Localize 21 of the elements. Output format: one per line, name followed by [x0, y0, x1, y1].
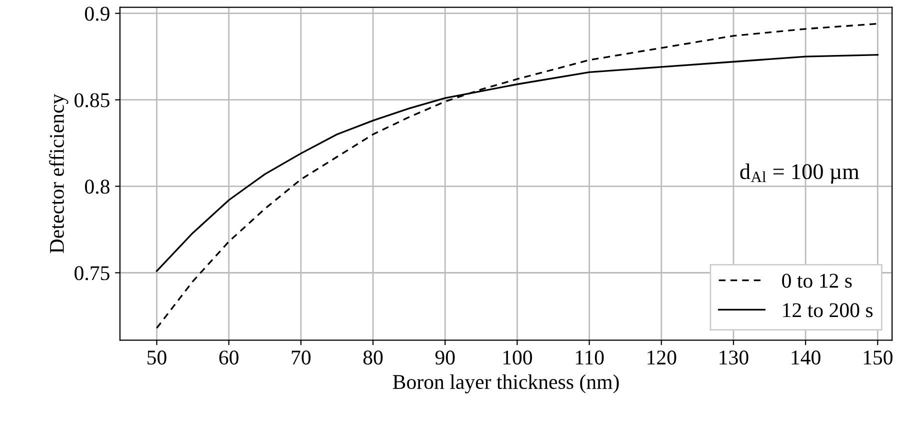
annotation: d$_{Al}$ = 100 µm: [740, 164, 860, 184]
x-tick-label: 110: [576, 350, 604, 365]
x-tick-label: 80: [363, 350, 383, 365]
x-tick-label: 130: [720, 350, 748, 365]
legend-label: 0 to 12 s: [782, 274, 852, 288]
legend-label: 12 to 200 s: [783, 303, 873, 318]
y-tick-label: 0.8: [84, 180, 110, 194]
x-tick-label: 150: [864, 350, 892, 365]
x-tick-label: 50: [148, 350, 166, 365]
x-tick-label: 90: [435, 350, 455, 365]
x-axis-title: Boron layer thickness (nm): [392, 374, 619, 394]
x-tick-label: 120: [648, 350, 676, 365]
line-series: [156, 22, 878, 329]
x-tick-label: 140: [792, 350, 820, 365]
y-tick-label: 0.75: [74, 266, 110, 280]
y-axis-title: Detector efficiency: [49, 94, 68, 254]
y-tick-label: 0.9: [84, 6, 110, 21]
x-tick-label: 60: [219, 350, 238, 365]
y-tick-label: 0.85: [74, 93, 110, 108]
x-tick-label: 100: [503, 350, 532, 365]
x-tick-label: 70: [292, 350, 311, 365]
